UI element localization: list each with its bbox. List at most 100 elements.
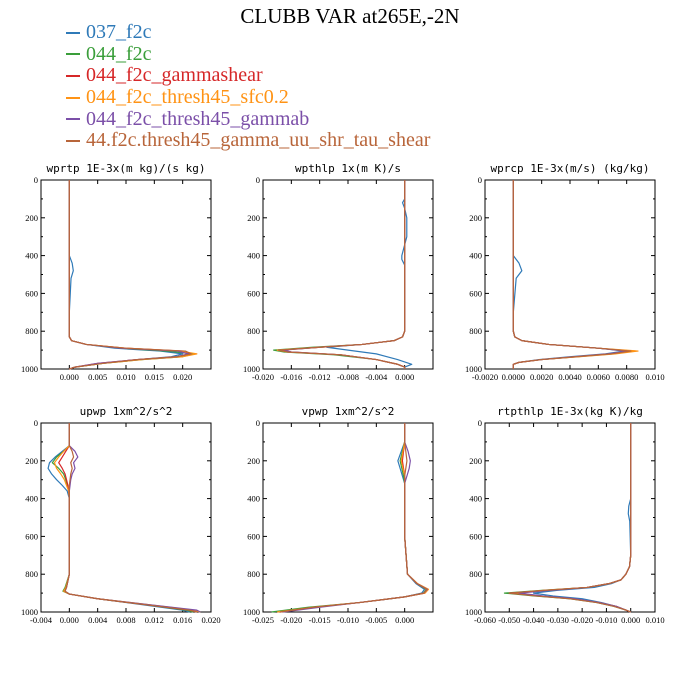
legend-swatch [66, 118, 80, 121]
y-tick-label: 600 [25, 531, 38, 541]
series-line [276, 180, 406, 369]
y-tick-label: 400 [25, 251, 38, 261]
y-tick-label: 400 [469, 494, 482, 504]
x-tick-label: -0.005 [365, 615, 387, 625]
panel-title: wprcp 1E-3x(m/s) (kg/kg) [491, 162, 650, 175]
x-tick-label: 0.005 [88, 372, 107, 382]
series-line [512, 180, 628, 369]
y-tick-label: 200 [247, 456, 260, 466]
legend-label: 044_f2c [86, 42, 152, 65]
x-tick-label: 0.0040 [558, 372, 581, 382]
x-tick-label: -0.010 [337, 615, 359, 625]
panel-title: upwp 1xm^2/s^2 [80, 405, 173, 418]
series-line [532, 423, 632, 613]
series-line [64, 423, 197, 613]
series-line [277, 180, 406, 369]
x-tick-label: -0.020 [571, 615, 593, 625]
x-tick-label: -0.030 [547, 615, 569, 625]
x-tick-label: 0.000 [60, 372, 79, 382]
series-line [68, 180, 195, 370]
x-tick-label: 0.008 [116, 615, 135, 625]
chart-panel: wpthlp 1x(m K)/s02004006008001000-0.020-… [243, 162, 434, 382]
x-tick-label: 0.0020 [530, 372, 553, 382]
legend-label: 044_f2c_gammashear [86, 64, 263, 87]
legend-item: 44.f2c.thresh45_gamma_uu_shr_tau_shear [66, 130, 430, 152]
x-tick-label: 0.010 [116, 372, 135, 382]
legend-swatch [66, 74, 80, 77]
y-tick-label: 0 [34, 418, 38, 428]
series-line [326, 180, 413, 369]
y-tick-label: 400 [247, 251, 260, 261]
x-tick-label: 0.0000 [502, 372, 525, 382]
y-tick-label: 200 [247, 213, 260, 223]
x-tick-label: 0.016 [173, 615, 192, 625]
x-tick-label: -0.004 [365, 372, 388, 382]
y-tick-label: 0 [256, 175, 260, 185]
x-tick-label: -0.020 [252, 372, 274, 382]
series-line [508, 423, 632, 613]
series-line [53, 423, 201, 613]
x-tick-label: -0.015 [309, 615, 331, 625]
x-tick-label: -0.020 [280, 615, 302, 625]
x-tick-label: -0.016 [280, 372, 302, 382]
chart-panel: upwp 1xm^2/s^2 0 200 400 600 800 1000-0.004 0.0… [21, 405, 221, 625]
chart-panel: vpwp 1xm^2/s^2 0 200 400 600 800 1000-0.025 -0.… [243, 405, 434, 625]
series-line [68, 180, 198, 370]
y-tick-label: 600 [25, 288, 38, 298]
x-tick-label: 0.0080 [615, 372, 638, 382]
series-line [512, 180, 625, 369]
legend-item: 044_f2c_thresh45_gammab [66, 108, 430, 130]
x-tick-label: 0.020 [173, 372, 192, 382]
y-tick-label: 1000 [465, 364, 482, 374]
series-line [58, 423, 197, 613]
series-line [68, 180, 192, 370]
y-tick-label: 600 [247, 288, 260, 298]
legend-swatch [66, 31, 80, 34]
legend-item: 044_f2c [66, 42, 430, 66]
y-tick-label: 600 [247, 531, 260, 541]
y-tick-label: 600 [469, 531, 482, 541]
legend-swatch [66, 139, 80, 142]
legend-item: 044_f2c_gammashear [66, 65, 430, 87]
x-tick-label: -0.010 [595, 615, 617, 625]
x-tick-label: 0.000 [60, 615, 79, 625]
series-line [282, 180, 406, 369]
y-tick-label: 600 [469, 288, 482, 298]
series-line [513, 423, 632, 613]
x-tick-label: -0.004 [30, 615, 53, 625]
x-tick-label: 0.012 [145, 615, 164, 625]
x-tick-label: -0.050 [498, 615, 520, 625]
y-tick-label: 1000 [465, 607, 482, 617]
y-tick-label: 800 [469, 326, 482, 336]
panel-title: wprtp 1E-3x(m kg)/(s kg) [47, 162, 206, 175]
x-tick-label: 0.015 [145, 372, 164, 382]
x-tick-label: 0.000 [395, 372, 414, 382]
y-tick-label: 800 [247, 569, 260, 579]
x-tick-label: 0.000 [621, 615, 640, 625]
legend-label: 44.f2c.thresh45_gamma_uu_shr_tau_shear [86, 129, 431, 152]
chart-panel: wprcp 1E-3x(m/s) (kg/kg) 0 200 400 600 800 100… [465, 162, 665, 382]
y-tick-label: 0 [478, 418, 482, 428]
page-title: CLUBB VAR at265E,-2N [240, 4, 460, 28]
series-line [68, 180, 189, 370]
x-tick-label: 0.010 [645, 615, 664, 625]
series-line [512, 180, 639, 369]
y-tick-label: 400 [25, 494, 38, 504]
legend: 037_f2c 044_f2c 044_f2c_gammashear 044_f… [66, 22, 430, 152]
legend-item: 044_f2c_thresh45_sfc0.2 [66, 87, 430, 109]
y-tick-label: 1000 [243, 364, 260, 374]
legend-label: 037_f2c [86, 21, 152, 44]
series-line [280, 180, 406, 369]
series-line [512, 180, 635, 369]
series-line [51, 423, 194, 613]
panel-title: rtpthlp 1E-3x(kg K)/kg [497, 405, 643, 418]
legend-swatch [66, 96, 80, 99]
legend-item: 037_f2c [66, 22, 430, 44]
y-tick-label: 800 [25, 326, 38, 336]
y-tick-label: 0 [478, 175, 482, 185]
y-tick-label: 200 [25, 213, 38, 223]
x-tick-label: -0.060 [474, 615, 496, 625]
series-line [512, 180, 631, 369]
x-tick-label: -0.040 [523, 615, 545, 625]
